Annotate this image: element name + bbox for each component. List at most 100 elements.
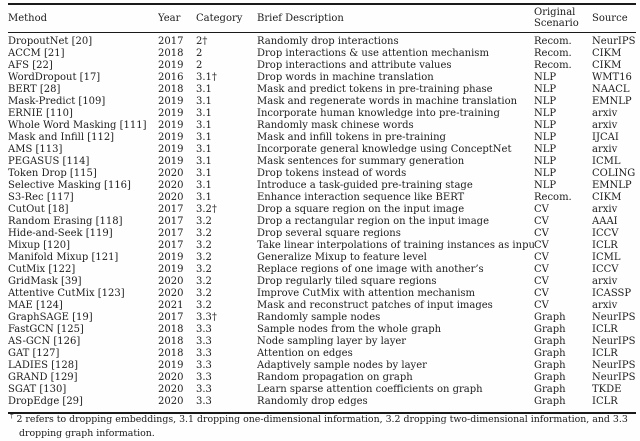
cell-category: 3.2†: [196, 203, 217, 215]
cell-scenario: NLP: [534, 95, 557, 107]
cell-scenario: CV: [534, 227, 549, 239]
cell-year: 2018: [158, 323, 184, 335]
cell-category: 3.1: [196, 107, 212, 119]
cell-source: ICASSP: [592, 287, 632, 299]
cell-category: 3.2: [196, 275, 212, 287]
cell-year: 2019: [158, 59, 184, 71]
cell-method: GRAND [129]: [8, 371, 78, 383]
cell-category: 3.3†: [196, 311, 217, 323]
cell-category: 3.3: [196, 347, 212, 359]
header-method: Method: [8, 4, 158, 33]
cell-source: arxiv: [592, 203, 618, 215]
cell-method: CutMix [122]: [8, 263, 76, 275]
cell-method: AFS [22]: [8, 59, 53, 71]
cell-source: ICCV: [592, 227, 619, 239]
cell-method: MAE [124]: [8, 299, 63, 311]
cell-description: Drop words in machine translation: [257, 71, 434, 83]
cell-scenario: Recom.: [534, 35, 572, 47]
cell-description: Mask sentences for summary generation: [257, 155, 465, 167]
cell-year: 2020: [158, 395, 184, 407]
cell-description: Mask and regenerate words in machine tra…: [257, 95, 518, 107]
cell-scenario: Graph: [534, 371, 566, 383]
cell-year: 2020: [158, 275, 184, 287]
cell-source: ICCV: [592, 263, 619, 275]
table-row: S3-Rec [117] 2020 3.1 Enhance interaction s…: [8, 192, 636, 204]
table-row: GridMask [39] 2020 3.2 Drop regularly tiled…: [8, 276, 636, 288]
cell-category: 3.2: [196, 227, 212, 239]
cell-scenario: Graph: [534, 359, 566, 371]
table-row: Mask and Infill [112] 2019 3.1 Mask and inf…: [8, 132, 636, 144]
cell-year: 2020: [158, 383, 184, 395]
cell-source: ICLR: [592, 239, 618, 251]
cell-method: CutOut [18]: [8, 203, 69, 215]
cell-scenario: Graph: [534, 323, 566, 335]
cell-description: Randomly drop edges: [257, 395, 368, 407]
cell-year: 2018: [158, 335, 184, 347]
cell-year: 2020: [158, 167, 184, 179]
cell-category: 3.1: [196, 155, 212, 167]
cell-category: 3.1: [196, 83, 212, 95]
table-row: Hide-and-Seek [119] 2017 3.2 Drop several s…: [8, 228, 636, 240]
cell-scenario: NLP: [534, 71, 557, 83]
cell-source: IJCAI: [592, 131, 619, 143]
cell-category: 3.3: [196, 383, 212, 395]
cell-source: ICML: [592, 251, 621, 263]
table-row: BERT [28] 2018 3.1 Mask and predict tokens …: [8, 84, 636, 96]
cell-method: FastGCN [125]: [8, 323, 84, 335]
cell-year: 2019: [158, 119, 184, 131]
cell-source: ICML: [592, 155, 621, 167]
table-row: SGAT [130] 2020 3.3 Learn sparse attention …: [8, 384, 636, 396]
cell-description: Mask and reconstruct patches of input im…: [257, 299, 493, 311]
table-row: Whole Word Masking [111] 2019 3.1 Randomly …: [8, 120, 636, 132]
cell-category: 3.3: [196, 395, 212, 407]
cell-year: 2020: [158, 179, 184, 191]
cell-scenario: Graph: [534, 383, 566, 395]
cell-category: 3.3: [196, 323, 212, 335]
cell-scenario: Graph: [534, 395, 566, 407]
cell-category: 3.2: [196, 263, 212, 275]
cell-year: 2019: [158, 131, 184, 143]
cell-scenario: CV: [534, 239, 549, 251]
cell-scenario: Graph: [534, 347, 566, 359]
cell-source: EMNLP: [592, 179, 632, 191]
cell-source: EMNLP: [592, 95, 632, 107]
cell-scenario: NLP: [534, 155, 557, 167]
table-row: ACCM [21] 2018 2 Drop interactions & use at…: [8, 48, 636, 60]
table-header-row: Method Year Category Brief Description O…: [8, 4, 636, 33]
cell-year: 2019: [158, 359, 184, 371]
cell-description: Mask and predict tokens in pre-training …: [257, 83, 493, 95]
cell-category: 3.1†: [196, 71, 217, 83]
cell-source: WMT16: [592, 71, 632, 83]
table-row: AFS [22] 2019 2 Drop interactions and attri…: [8, 60, 636, 72]
table-row: ERNIE [110] 2019 3.1 Incorporate human know…: [8, 108, 636, 120]
cell-year: 2016: [158, 71, 184, 83]
cell-source: arxiv: [592, 275, 618, 287]
cell-category: 3.3: [196, 335, 212, 347]
cell-scenario: Recom.: [534, 47, 572, 59]
cell-category: 3.1: [196, 167, 212, 179]
cell-description: Drop interactions and attribute values: [257, 59, 452, 71]
cell-method: Manifold Mixup [121]: [8, 251, 119, 263]
cell-method: Mask and Infill [112]: [8, 131, 115, 143]
cell-scenario: NLP: [534, 107, 557, 119]
methods-table: Method Year Category Brief Description O…: [8, 3, 636, 414]
cell-method: ERNIE [110]: [8, 107, 73, 119]
cell-description: Drop several square regions: [257, 227, 401, 239]
cell-scenario: CV: [534, 287, 549, 299]
cell-source: arxiv: [592, 299, 618, 311]
cell-scenario: NLP: [534, 167, 557, 179]
cell-method: Attentive CutMix [123]: [8, 287, 125, 299]
footnote-text: 2 refers to dropping embeddings, 3.1 dro…: [16, 414, 628, 439]
cell-method: BERT [28]: [8, 83, 61, 95]
table-row: Mixup [120] 2017 3.2 Take linear interpolat…: [8, 240, 636, 252]
cell-description: Random propagation on graph: [257, 371, 413, 383]
cell-description: Randomly mask chinese words: [257, 119, 414, 131]
table-row: Random Erasing [118] 2017 3.2 Drop a rectan…: [8, 216, 636, 228]
table-row: FastGCN [125] 2018 3.3 Sample nodes from th…: [8, 324, 636, 336]
methods-table-wrapper: Method Year Category Brief Description O…: [8, 3, 636, 414]
cell-year: 2019: [158, 155, 184, 167]
cell-scenario: Recom.: [534, 191, 572, 203]
table-row: AS-GCN [126] 2018 3.3 Node sampling layer b…: [8, 336, 636, 348]
cell-year: 2020: [158, 371, 184, 383]
